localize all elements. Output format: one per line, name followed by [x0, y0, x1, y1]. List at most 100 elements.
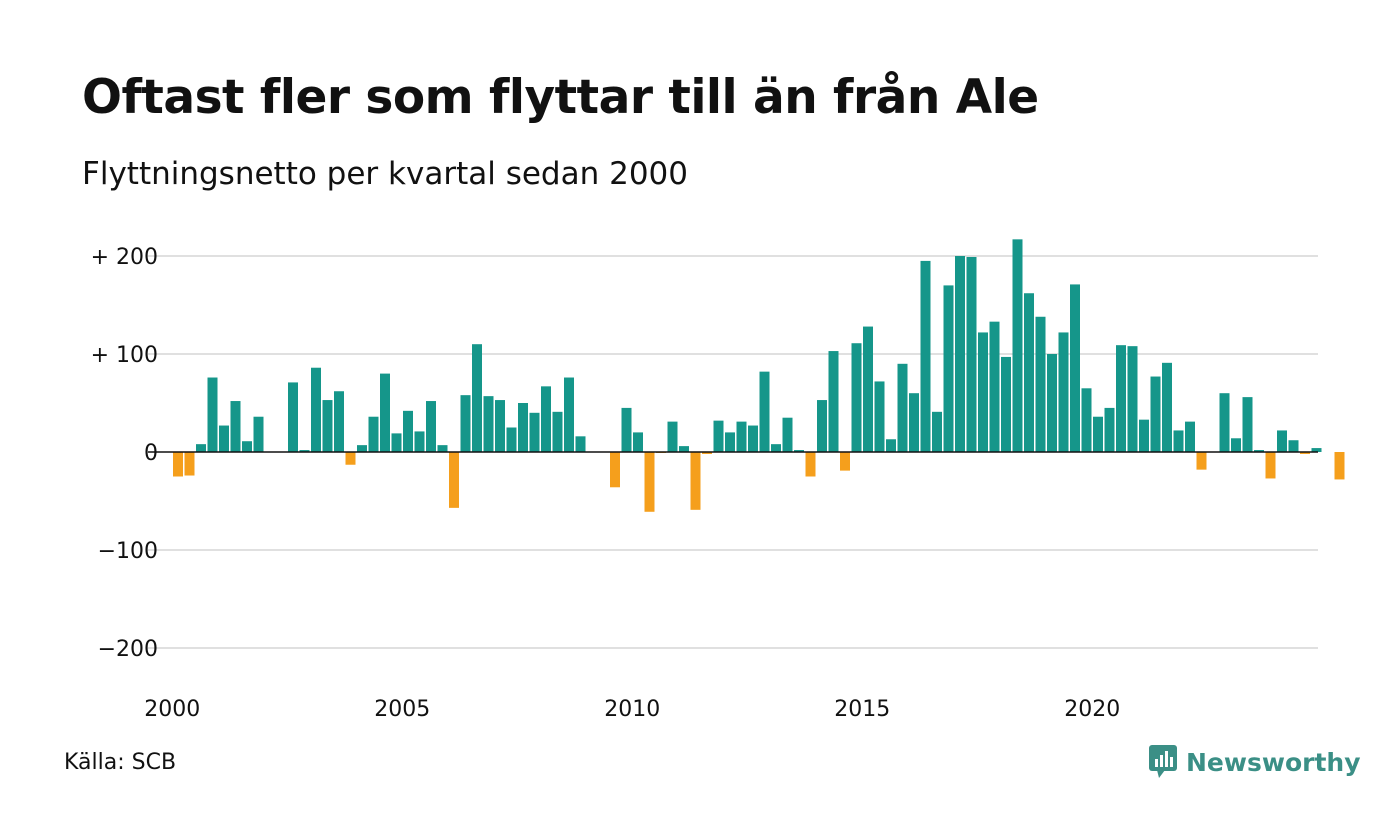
bar — [874, 381, 885, 452]
bar — [391, 433, 402, 452]
bar — [1035, 316, 1046, 452]
bar — [1162, 362, 1172, 452]
bar — [552, 411, 563, 452]
bar — [1012, 239, 1023, 452]
bar — [472, 344, 482, 452]
bar — [1058, 332, 1069, 452]
bar — [725, 432, 735, 452]
bar — [943, 285, 954, 452]
bar — [322, 400, 333, 452]
bar — [575, 436, 586, 452]
bar — [495, 400, 505, 452]
y-tick-label: −100 — [98, 539, 158, 564]
brand-name: Newsworthy — [1186, 747, 1361, 777]
bar — [1093, 416, 1103, 452]
y-axis-labels: + 200 + 100 0 −100 −200 — [91, 245, 158, 662]
bar — [690, 452, 701, 510]
bar — [1311, 448, 1322, 452]
bar — [1288, 440, 1299, 452]
bar — [713, 420, 724, 452]
chart-title: Oftast fler som flyttar till än från Ale — [82, 70, 1039, 125]
bar — [978, 332, 988, 452]
bar — [1265, 452, 1276, 479]
bar — [794, 450, 804, 452]
bar — [1196, 452, 1207, 470]
bar — [1219, 393, 1230, 452]
x-tick-label: 2005 — [374, 697, 430, 722]
newsworthy-logo-icon — [1149, 745, 1177, 778]
x-tick-label: 2015 — [834, 697, 890, 722]
bar — [483, 396, 494, 452]
x-axis-labels: 2000 2005 2010 2015 2020 — [144, 697, 1120, 722]
bar — [380, 373, 390, 452]
bar — [828, 351, 839, 452]
x-tick-label: 2010 — [604, 697, 660, 722]
x-tick-label: 2000 — [144, 697, 200, 722]
bar — [1001, 356, 1011, 452]
bar — [886, 439, 896, 452]
bar — [288, 382, 298, 452]
bar — [633, 432, 643, 452]
bar — [989, 321, 1000, 452]
bar — [736, 421, 747, 452]
bar — [966, 256, 977, 452]
bar — [610, 452, 620, 488]
bar — [1231, 438, 1241, 452]
bar — [368, 416, 379, 452]
bar — [1139, 419, 1149, 452]
bar — [817, 400, 827, 452]
bar — [1242, 397, 1253, 452]
bar — [1300, 452, 1310, 454]
bar — [621, 407, 632, 452]
bar — [1277, 430, 1287, 452]
bar — [840, 452, 850, 471]
bar — [1127, 346, 1138, 452]
brand-logo: Newsworthy — [1148, 744, 1361, 780]
y-tick-label: + 100 — [91, 343, 158, 368]
bar — [460, 395, 471, 452]
bar — [230, 401, 241, 452]
bar — [702, 452, 712, 454]
bar — [242, 441, 252, 452]
bar — [334, 391, 344, 452]
bar — [299, 450, 310, 452]
bar — [518, 403, 528, 452]
bar — [759, 371, 770, 452]
bar — [311, 367, 321, 452]
bar — [748, 425, 758, 452]
bar — [196, 444, 206, 452]
bar — [1070, 284, 1080, 452]
bar — [529, 412, 540, 452]
bar — [851, 343, 862, 452]
bar — [426, 401, 436, 452]
bar — [449, 452, 459, 508]
bar — [253, 416, 264, 452]
bar — [1334, 452, 1345, 480]
bar — [1185, 421, 1195, 452]
y-tick-label: −200 — [98, 637, 158, 662]
bar — [564, 377, 574, 452]
bar — [437, 445, 448, 452]
bar — [414, 431, 425, 452]
bar — [1104, 407, 1115, 452]
bar — [1024, 293, 1034, 452]
bar — [345, 452, 356, 465]
source-note: Källa: SCB — [64, 750, 177, 775]
bar — [357, 445, 367, 452]
x-tick-label: 2020 — [1064, 697, 1120, 722]
bar — [667, 421, 678, 452]
bar — [644, 452, 655, 512]
y-tick-label: 0 — [144, 441, 158, 466]
bar — [909, 393, 919, 452]
bar — [920, 260, 931, 452]
bar — [219, 425, 229, 452]
bar — [207, 377, 218, 452]
bar — [805, 452, 816, 477]
bar — [782, 417, 793, 452]
bar — [863, 326, 873, 452]
bar — [932, 411, 942, 452]
bar — [955, 256, 965, 452]
bar — [403, 410, 413, 452]
bar — [679, 446, 689, 452]
